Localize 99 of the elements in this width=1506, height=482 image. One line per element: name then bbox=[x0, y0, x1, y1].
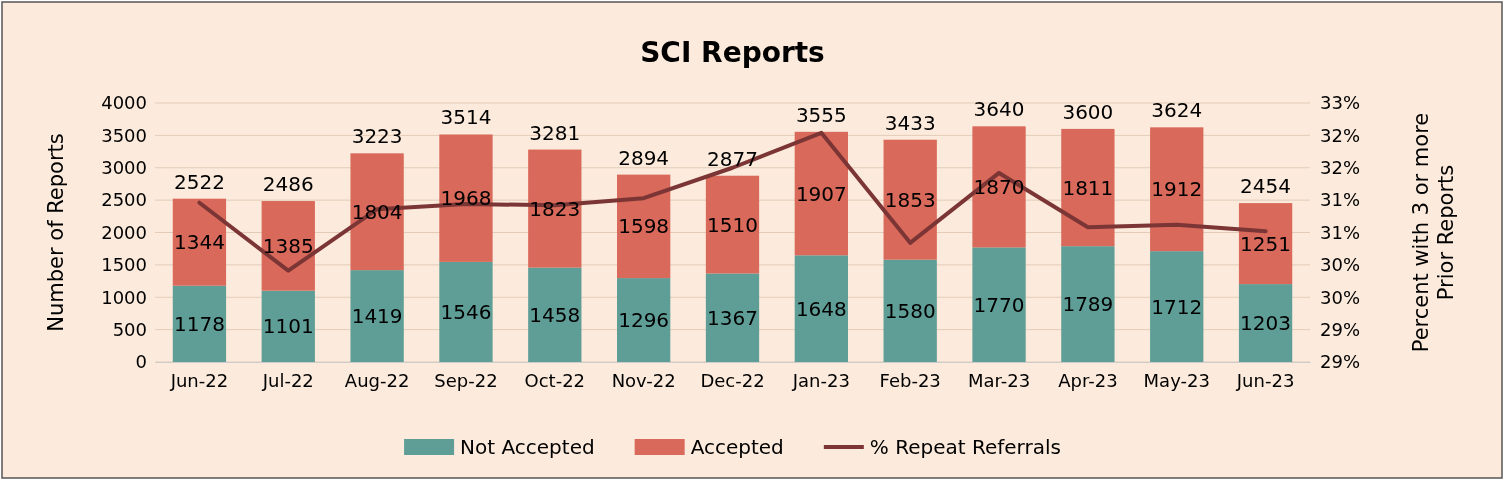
bar bbox=[972, 247, 1026, 362]
total-label: 3624 bbox=[1151, 98, 1203, 123]
y-tick-label: 2000 bbox=[101, 221, 147, 243]
total-label: 2877 bbox=[707, 146, 758, 171]
total-label: 3514 bbox=[440, 105, 492, 130]
data-label: 1367 bbox=[707, 305, 758, 330]
y2-tick-label: 32% bbox=[1320, 157, 1361, 179]
data-label: 1712 bbox=[1151, 294, 1203, 319]
bar bbox=[883, 259, 937, 362]
bar bbox=[350, 270, 404, 362]
bar bbox=[705, 273, 760, 362]
x-tick-label: Apr-23 bbox=[1058, 369, 1118, 391]
y-tick-label: 3500 bbox=[101, 124, 147, 146]
total-label: 3281 bbox=[529, 120, 581, 145]
x-tick-label: Nov-22 bbox=[611, 369, 676, 391]
y2-tick-label: 33% bbox=[1320, 92, 1361, 114]
legend-label: Accepted bbox=[690, 435, 784, 459]
x-tick-label: Mar-23 bbox=[967, 369, 1031, 391]
bar bbox=[528, 149, 582, 268]
data-label: 1648 bbox=[795, 296, 847, 321]
data-label: 1580 bbox=[884, 298, 936, 323]
x-tick-label: May-23 bbox=[1143, 369, 1210, 391]
bar bbox=[972, 126, 1026, 248]
bar bbox=[350, 153, 404, 271]
bar bbox=[261, 290, 315, 362]
bar bbox=[528, 267, 582, 362]
data-label: 1510 bbox=[707, 212, 758, 237]
y-tick-label: 0 bbox=[135, 351, 147, 373]
y2-tick-label: 32% bbox=[1320, 124, 1361, 146]
x-tick-label: Jun-23 bbox=[1235, 369, 1295, 391]
x-tick-label: Aug-22 bbox=[344, 369, 410, 391]
bar bbox=[1238, 203, 1293, 285]
data-label: 1770 bbox=[973, 292, 1025, 317]
y-tick-label: 1000 bbox=[101, 286, 147, 308]
data-label: 1385 bbox=[262, 233, 314, 258]
legend-label: % Repeat Referrals bbox=[869, 435, 1061, 459]
data-label: 1811 bbox=[1062, 175, 1114, 200]
data-label: 1296 bbox=[618, 308, 670, 333]
chart-title: SCI Reports bbox=[640, 36, 825, 69]
y2-tick-label: 31% bbox=[1320, 221, 1361, 243]
total-label: 2454 bbox=[1240, 174, 1292, 199]
total-label: 3223 bbox=[351, 124, 403, 149]
x-tick-label: Sep-22 bbox=[434, 369, 498, 391]
y-tick-label: 500 bbox=[112, 318, 147, 340]
data-label: 1178 bbox=[173, 311, 225, 336]
total-label: 2522 bbox=[173, 169, 225, 194]
data-label: 1101 bbox=[262, 314, 314, 339]
data-label: 1912 bbox=[1151, 177, 1203, 202]
bar bbox=[617, 278, 671, 362]
bar bbox=[1061, 128, 1115, 247]
y-tick-label: 2500 bbox=[101, 189, 147, 211]
data-label: 1458 bbox=[529, 302, 581, 327]
x-tick-label: Jul-22 bbox=[261, 369, 314, 391]
y-axis-title: Number of Reports bbox=[44, 133, 68, 332]
y2-tick-label: 29% bbox=[1320, 351, 1361, 373]
bar bbox=[172, 198, 227, 286]
y2-tick-label: 31% bbox=[1320, 189, 1361, 211]
y2-tick-label: 30% bbox=[1320, 254, 1361, 276]
y-tick-label: 4000 bbox=[101, 92, 147, 114]
y2-tick-label: 30% bbox=[1320, 286, 1361, 308]
bar bbox=[172, 285, 227, 362]
data-label: 1344 bbox=[173, 230, 225, 255]
x-tick-label: Oct-22 bbox=[524, 369, 586, 391]
bar bbox=[794, 255, 848, 362]
total-label: 3433 bbox=[884, 110, 936, 135]
bar bbox=[439, 134, 493, 262]
legend-label: Not Accepted bbox=[460, 435, 595, 459]
total-label: 3640 bbox=[973, 97, 1025, 122]
bar bbox=[1061, 246, 1115, 362]
data-label: 1789 bbox=[1062, 292, 1114, 317]
data-label: 1203 bbox=[1240, 311, 1292, 336]
data-label: 1853 bbox=[884, 187, 936, 212]
data-label: 1251 bbox=[1240, 231, 1292, 256]
y2-tick-label: 29% bbox=[1320, 318, 1361, 340]
bar bbox=[1150, 127, 1204, 252]
total-label: 3555 bbox=[795, 102, 847, 127]
bar bbox=[1150, 251, 1204, 362]
total-label: 2894 bbox=[618, 145, 670, 170]
x-tick-label: Dec-22 bbox=[700, 369, 765, 391]
data-label: 1598 bbox=[618, 214, 670, 239]
data-label: 1870 bbox=[973, 174, 1025, 199]
x-tick-label: Feb-23 bbox=[879, 369, 941, 391]
data-label: 1968 bbox=[440, 186, 492, 211]
y-tick-label: 3000 bbox=[101, 157, 147, 179]
data-label: 1907 bbox=[795, 181, 847, 206]
x-tick-label: Jan-23 bbox=[791, 369, 850, 391]
data-label: 1804 bbox=[351, 199, 403, 224]
bar bbox=[1238, 284, 1293, 362]
bar bbox=[705, 175, 760, 274]
total-label: 3600 bbox=[1062, 99, 1114, 124]
x-tick-label: Jun-22 bbox=[169, 369, 229, 391]
bar bbox=[439, 261, 493, 362]
y2-axis-title: Percent with 3 or more Prior Reports bbox=[1408, 112, 1458, 353]
data-label: 1419 bbox=[351, 304, 403, 329]
total-label: 2486 bbox=[262, 172, 314, 197]
bar bbox=[794, 131, 848, 256]
y-tick-label: 1500 bbox=[101, 254, 147, 276]
data-label: 1823 bbox=[529, 196, 581, 221]
data-label: 1546 bbox=[440, 299, 492, 324]
